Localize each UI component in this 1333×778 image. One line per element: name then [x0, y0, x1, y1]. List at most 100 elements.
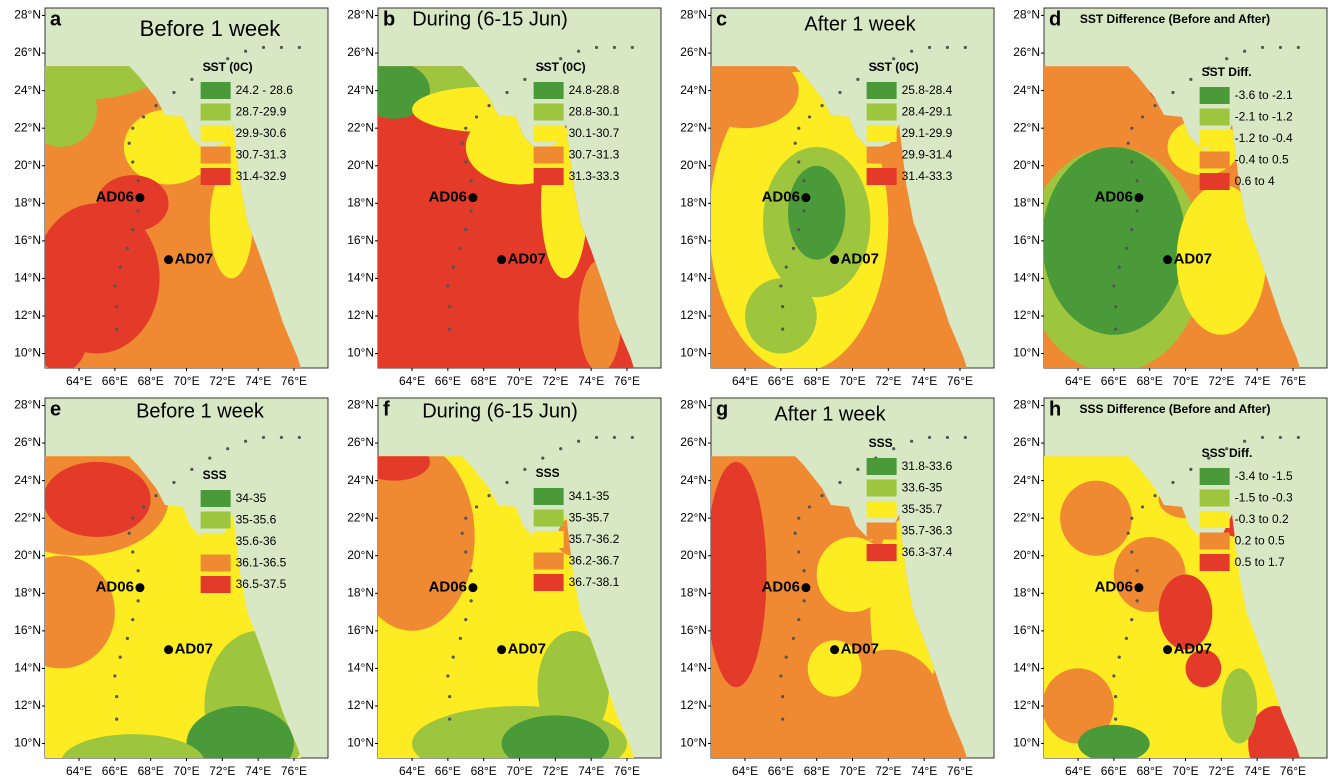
- track-dot: [126, 247, 129, 250]
- legend-swatch: [201, 168, 231, 185]
- legend-label: -2.1 to -1.2: [1235, 110, 1293, 124]
- track-dot: [1141, 505, 1144, 508]
- track-dot: [115, 305, 118, 308]
- track-dot: [298, 436, 301, 439]
- map-panel: AD06AD0728°N26°N24°N22°N20°N18°N16°N14°N…: [680, 398, 994, 778]
- lat-label: 24°N: [347, 83, 374, 97]
- track-dot: [172, 91, 175, 94]
- legend-label: -3.4 to -1.5: [1235, 469, 1293, 483]
- legend-label: 31.4-32.9: [236, 169, 287, 183]
- legend-label: 30.1-30.7: [569, 126, 620, 140]
- track-dot: [946, 436, 949, 439]
- lat-label: 18°N: [14, 195, 41, 209]
- lon-label: 74°E: [1244, 374, 1270, 388]
- lat-label: 16°N: [14, 623, 41, 637]
- lat-label: 18°N: [14, 585, 41, 599]
- track-dot: [119, 656, 122, 659]
- station-label: AD06: [96, 189, 134, 206]
- legend-label: 36.2-36.7: [569, 554, 620, 568]
- station: [1163, 255, 1172, 264]
- track-dot: [1127, 142, 1130, 145]
- track-dot: [803, 209, 806, 212]
- track-dot: [119, 266, 122, 269]
- lat-label: 12°N: [680, 308, 707, 322]
- legend-swatch: [534, 82, 564, 99]
- legend-title: SST (0C): [536, 60, 586, 74]
- lat-label: 20°N: [1013, 158, 1040, 172]
- track-dot: [803, 599, 806, 602]
- sea-patch: [1060, 481, 1132, 556]
- track-dot: [785, 656, 788, 659]
- track-dot: [452, 656, 455, 659]
- track-dot: [1112, 674, 1115, 677]
- station-label: AD06: [762, 189, 800, 206]
- lat-label: 28°N: [14, 398, 41, 412]
- track-dot: [1136, 599, 1139, 602]
- track-dot: [797, 618, 800, 621]
- track-dot: [190, 78, 193, 81]
- track-dot: [131, 228, 134, 231]
- track-dot: [113, 674, 116, 677]
- panel-letter: f: [383, 398, 390, 420]
- legend-title: SST (0C): [869, 60, 919, 74]
- station: [164, 645, 173, 654]
- legend-label: -3.6 to -2.1: [1235, 88, 1293, 102]
- track-dot: [137, 569, 140, 572]
- legend-swatch: [201, 512, 231, 529]
- lat-label: 12°N: [1013, 698, 1040, 712]
- lon-label: 72°E: [209, 764, 235, 778]
- panel-title: During (6-15 Jun): [412, 8, 568, 30]
- lat-label: 14°N: [680, 271, 707, 285]
- legend-label: -1.5 to -0.3: [1235, 491, 1293, 505]
- track-dot: [464, 160, 467, 163]
- lat-label: 18°N: [680, 195, 707, 209]
- lat-label: 14°N: [14, 271, 41, 285]
- track-dot: [577, 440, 580, 443]
- lat-label: 16°N: [347, 623, 374, 637]
- track-dot: [244, 50, 247, 53]
- track-dot: [1141, 115, 1144, 118]
- lon-label: 76°E: [1280, 764, 1306, 778]
- track-dot: [928, 46, 931, 49]
- track-dot: [464, 517, 467, 520]
- track-dot: [792, 247, 795, 250]
- station: [1134, 583, 1143, 592]
- legend-swatch: [534, 574, 564, 591]
- station: [1163, 645, 1172, 654]
- legend-swatch: [1200, 511, 1230, 528]
- track-dot: [172, 481, 175, 484]
- lon-label: 66°E: [102, 764, 128, 778]
- track-dot: [856, 78, 859, 81]
- lat-label: 26°N: [680, 45, 707, 59]
- track-dot: [1114, 695, 1117, 698]
- lat-label: 22°N: [14, 510, 41, 524]
- legend-swatch: [1200, 87, 1230, 104]
- lat-label: 18°N: [347, 195, 374, 209]
- legend-label: 31.3-33.3: [569, 169, 620, 183]
- lat-label: 24°N: [14, 83, 41, 97]
- lat-label: 14°N: [680, 661, 707, 675]
- track-dot: [1114, 718, 1117, 721]
- legend-label: 35-35.6: [236, 513, 277, 527]
- legend-swatch: [534, 553, 564, 570]
- lon-label: 64°E: [399, 374, 425, 388]
- track-dot: [559, 447, 562, 450]
- lon-label: 64°E: [732, 764, 758, 778]
- track-dot: [541, 456, 544, 459]
- panel-title: After 1 week: [774, 403, 886, 425]
- track-dot: [1153, 104, 1156, 107]
- lat-label: 16°N: [347, 233, 374, 247]
- track-dot: [448, 695, 451, 698]
- legend-label: 36.5-37.5: [236, 577, 287, 591]
- lon-label: 70°E: [506, 764, 532, 778]
- track-dot: [1130, 618, 1133, 621]
- lon-label: 70°E: [173, 764, 199, 778]
- track-dot: [1279, 46, 1282, 49]
- lon-label: 66°E: [768, 374, 794, 388]
- station: [1134, 193, 1143, 202]
- track-dot: [115, 328, 118, 331]
- track-dot: [1114, 328, 1117, 331]
- sea-patch: [706, 462, 767, 687]
- panel-title: Before 1 week: [140, 16, 282, 41]
- track-dot: [128, 532, 131, 535]
